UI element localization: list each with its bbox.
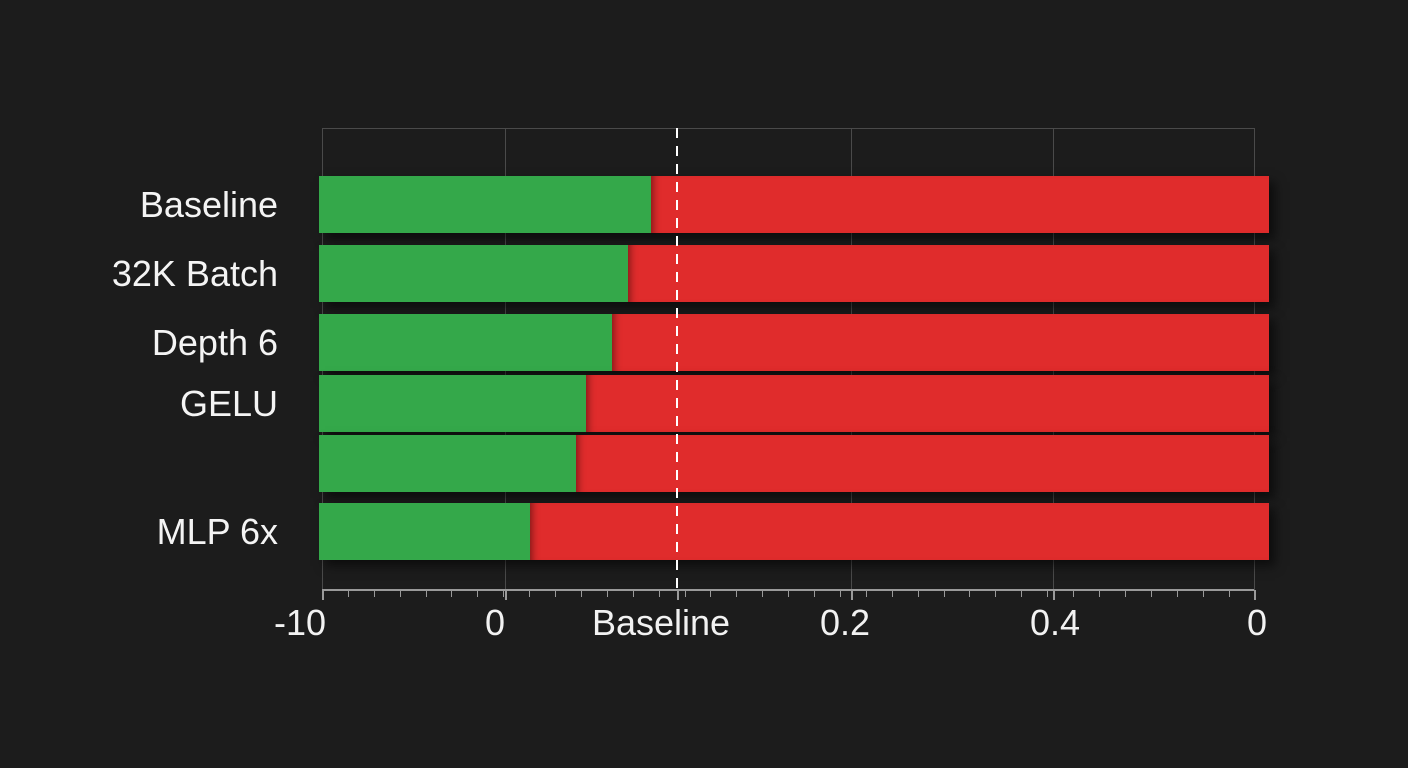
- axis-tick-major: [1254, 590, 1256, 600]
- axis-tick-major: [322, 590, 324, 600]
- bar-row: [319, 435, 1269, 492]
- axis-tick: [1229, 590, 1230, 597]
- axis-tick: [710, 590, 711, 597]
- bar-row: [319, 375, 1269, 432]
- axis-tick: [607, 590, 608, 597]
- axis-tick: [581, 590, 582, 597]
- axis-tick: [1151, 590, 1152, 597]
- axis-tick: [736, 590, 737, 597]
- tick-label: -10: [273, 602, 327, 643]
- axis-tick: [477, 590, 478, 597]
- bar-segment-red: [530, 503, 1269, 560]
- bar-segment-green: [319, 314, 612, 371]
- axis-tick-major: [505, 590, 507, 600]
- bar-segment-green: [319, 176, 651, 233]
- axis-tick: [944, 590, 945, 597]
- axis-tick: [348, 590, 349, 597]
- bar-segment-red: [576, 435, 1269, 492]
- bar-segment-red: [586, 375, 1269, 432]
- axis-tick: [918, 590, 919, 597]
- axis-tick: [814, 590, 815, 597]
- bar-segment-green: [319, 503, 530, 560]
- axis-tick: [529, 590, 530, 597]
- tick-label: 0: [1246, 602, 1268, 643]
- axis-tick: [374, 590, 375, 597]
- axis-tick: [400, 590, 401, 597]
- axis-tick: [1099, 590, 1100, 597]
- axis-tick: [1073, 590, 1074, 597]
- axis-tick: [659, 590, 660, 597]
- bar-segment-red: [651, 176, 1269, 233]
- axis-tick: [892, 590, 893, 597]
- baseline-reference-line: [676, 128, 678, 590]
- tick-label: 0: [484, 602, 506, 643]
- bar-segment-green: [319, 245, 628, 302]
- category-label: Baseline: [139, 184, 278, 225]
- axis-tick-major: [677, 590, 679, 600]
- axis-tick: [969, 590, 970, 597]
- axis-tick-major: [851, 590, 853, 600]
- axis-tick: [1021, 590, 1022, 597]
- bar-segment-green: [319, 435, 576, 492]
- axis-tick-major: [1053, 590, 1055, 600]
- axis-tick: [762, 590, 763, 597]
- axis-tick: [451, 590, 452, 597]
- tick-label: 0.4: [1029, 602, 1081, 643]
- axis-tick: [633, 590, 634, 597]
- axis-tick: [426, 590, 427, 597]
- axis-tick: [1203, 590, 1204, 597]
- tick-label: Baseline: [591, 602, 731, 643]
- bar-row: [319, 176, 1269, 233]
- grid-top-line: [322, 128, 1254, 129]
- bar-segment-red: [612, 314, 1269, 371]
- axis-tick: [995, 590, 996, 597]
- category-label: MLP 6x: [156, 511, 278, 552]
- bar-row: [319, 314, 1269, 371]
- tick-label: 0.2: [819, 602, 871, 643]
- axis-tick: [1125, 590, 1126, 597]
- bar-segment-green: [319, 375, 586, 432]
- bar-row: [319, 503, 1269, 560]
- bar-segment-red: [628, 245, 1269, 302]
- category-label: GELU: [179, 383, 278, 424]
- axis-tick: [685, 590, 686, 597]
- category-label: 32K Batch: [111, 253, 278, 294]
- category-label: Depth 6: [151, 322, 278, 363]
- axis-tick: [503, 590, 504, 597]
- bar-row: [319, 245, 1269, 302]
- axis-tick: [866, 590, 867, 597]
- axis-tick: [1177, 590, 1178, 597]
- axis-tick: [840, 590, 841, 597]
- axis-tick: [555, 590, 556, 597]
- axis-tick: [1047, 590, 1048, 597]
- axis-tick: [788, 590, 789, 597]
